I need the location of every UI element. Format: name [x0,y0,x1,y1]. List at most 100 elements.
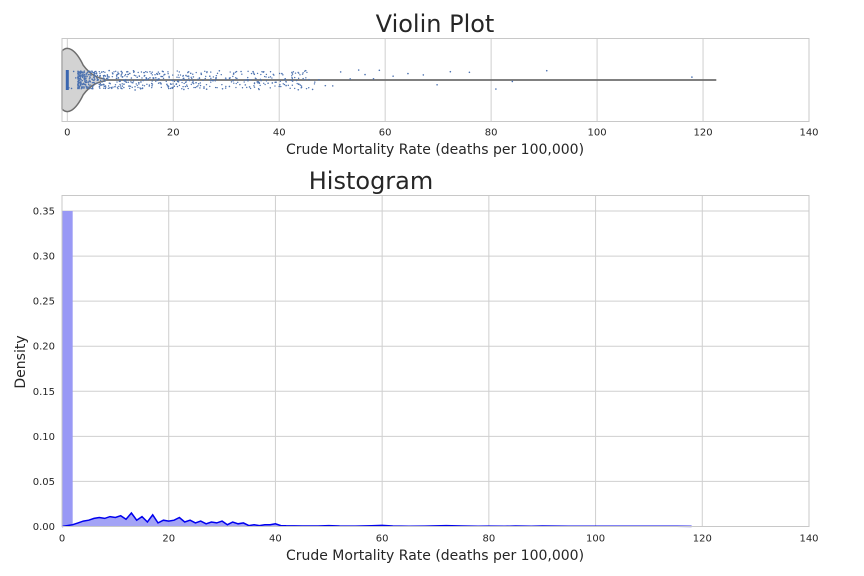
violin-point [468,71,471,74]
violin-point [125,71,128,73]
violin-point [83,83,86,86]
violin-point [134,89,136,91]
violin-point [283,79,285,81]
violin-point [105,86,107,88]
violin-point [89,70,91,72]
violin-point [253,85,255,87]
violin-point [167,71,169,73]
violin-point [259,78,262,81]
violin-point [182,74,184,77]
violin-point [157,79,159,82]
violin-point [157,71,160,73]
histogram-x-tick-label: 80 [482,534,495,545]
violin-point [167,73,169,75]
violin-point [180,79,183,81]
violin-point [125,81,128,83]
violin-point [211,79,213,82]
violin-point [168,75,170,78]
violin-point [80,88,82,90]
violin-point [294,72,297,74]
violin-point [83,71,86,73]
violin-point [279,84,281,86]
violin-point [89,84,92,86]
violin-point [135,75,137,77]
violin-point [120,74,122,76]
violin-point [168,87,170,90]
violin-point [108,87,111,89]
histogram-y-tick-label: 0.30 [33,252,55,263]
violin-point [260,80,262,82]
violin-point [221,83,223,86]
violin-point [116,75,118,77]
violin-point [88,87,91,90]
violin-point [137,86,139,89]
violin-point [88,85,91,87]
violin-point [241,73,243,75]
violin-point [79,72,82,75]
violin-point [188,79,191,82]
violin-x-tick-label: 0 [64,128,70,139]
violin-point [141,77,143,79]
violin-point [150,82,153,85]
violin-point [247,70,249,73]
violin-point [117,87,119,90]
violin-point [192,82,195,85]
violin-point [81,83,83,85]
violin-point [99,82,102,85]
violin-point [131,86,133,89]
violin-point [96,76,98,79]
violin-point [91,87,94,89]
violin-point [152,77,155,80]
violin-point [305,87,308,90]
violin-point [158,78,160,80]
histogram-x-tick-label: 60 [376,534,389,545]
violin-point [205,75,207,78]
violin-point [265,73,268,76]
violin-x-tick-label: 60 [379,128,392,139]
violin-point [178,71,181,73]
histogram-frame [61,195,810,527]
violin-point [236,77,238,80]
histogram-y-tick-label: 0.25 [33,297,55,308]
violin-point [261,71,263,73]
violin-point [166,85,169,87]
violin-point [80,80,82,83]
violin-point [268,76,270,79]
violin-point [192,73,194,75]
violin-point [237,81,239,84]
violin-point [206,71,208,74]
violin-point [285,81,287,83]
violin-point [229,71,231,73]
violin-point [93,82,96,84]
violin-point [130,77,133,79]
violin-point [100,84,103,86]
violin-point [196,86,198,88]
violin-point [96,78,99,81]
violin-point [112,86,114,88]
violin-point [85,80,88,82]
violin-point [256,81,258,83]
violin-point [87,73,90,76]
violin-point [160,75,162,78]
violin-point [154,74,156,76]
violin-point [169,87,172,90]
violin-point [79,83,81,85]
violin-point [392,75,394,77]
violin-point [87,70,90,72]
violin-x-label: Crude Mortality Rate (deaths per 100,000… [286,142,584,158]
violin-point [252,72,255,74]
violin-point [298,83,300,86]
violin-point [318,78,320,81]
violin-point [87,82,90,84]
violin-point [209,85,211,88]
violin-point [132,80,135,82]
violin-point [78,81,81,84]
histogram-x-tick-label: 100 [586,534,605,545]
violin-point [178,76,180,79]
violin-point [202,79,204,82]
violin-point [99,72,101,75]
violin-point [187,75,190,77]
violin-point [99,87,101,89]
violin-point [81,73,83,76]
histogram-bars [62,211,73,527]
